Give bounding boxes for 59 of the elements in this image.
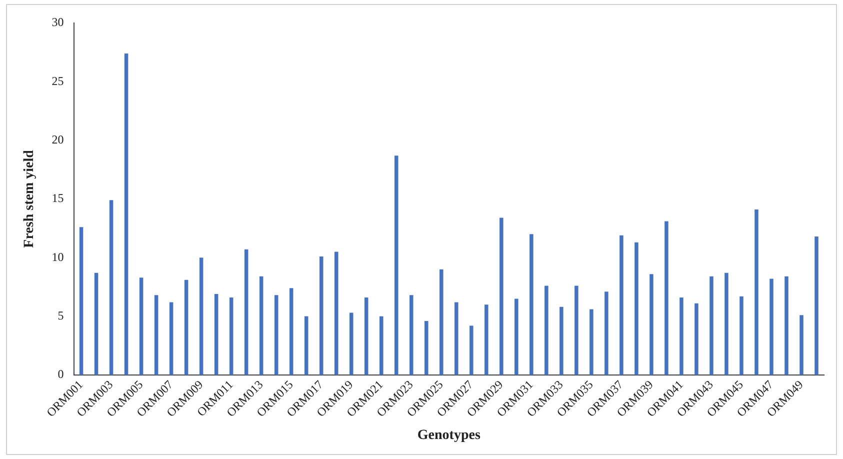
bar [604, 292, 608, 375]
bar [169, 302, 174, 375]
y-axis-title: Fresh stem yield [22, 150, 38, 248]
bar [139, 278, 144, 375]
bar [470, 326, 474, 375]
y-tick-label: 15 [52, 191, 64, 206]
bar [754, 210, 758, 375]
bar [484, 304, 488, 375]
bar [560, 306, 564, 375]
bar [109, 200, 114, 375]
bar [410, 295, 414, 375]
bar [199, 258, 204, 375]
bar [274, 295, 278, 375]
bar [380, 316, 384, 375]
bar [500, 218, 504, 375]
bar [229, 298, 234, 375]
bar [800, 315, 804, 375]
bar [124, 54, 128, 375]
y-tick-label: 10 [52, 250, 64, 264]
bar [530, 234, 534, 375]
y-tick-label: 0 [58, 367, 64, 382]
bar [544, 286, 548, 375]
bar [394, 156, 398, 375]
bar [289, 288, 294, 375]
bar [304, 316, 308, 375]
bar [454, 302, 458, 375]
bar [784, 276, 788, 375]
bar [334, 252, 338, 375]
y-tick-label: 30 [52, 15, 64, 30]
x-axis-title: Genotypes [417, 428, 481, 444]
y-tick-label: 5 [58, 308, 64, 322]
bar [154, 295, 158, 375]
bar [214, 294, 218, 375]
bar [694, 303, 698, 375]
bar [724, 272, 728, 375]
bar [94, 272, 98, 375]
bar [514, 298, 518, 375]
bar [319, 256, 324, 375]
bar [650, 274, 654, 375]
bar [680, 298, 684, 375]
bar [664, 221, 668, 375]
y-tick-label: 20 [52, 132, 64, 146]
bar [710, 276, 714, 375]
bar [770, 278, 774, 375]
bar [814, 236, 818, 375]
bar [440, 269, 444, 375]
bar [244, 249, 248, 375]
bar [620, 235, 624, 375]
bar [259, 276, 264, 375]
bar [574, 286, 578, 375]
bar [634, 242, 638, 375]
y-tick-label: 25 [52, 74, 64, 88]
bar [79, 227, 84, 375]
bar [590, 309, 594, 375]
bar [364, 298, 368, 375]
bar [740, 296, 744, 375]
bar [424, 320, 428, 375]
bar [350, 312, 354, 375]
bar [184, 280, 188, 375]
